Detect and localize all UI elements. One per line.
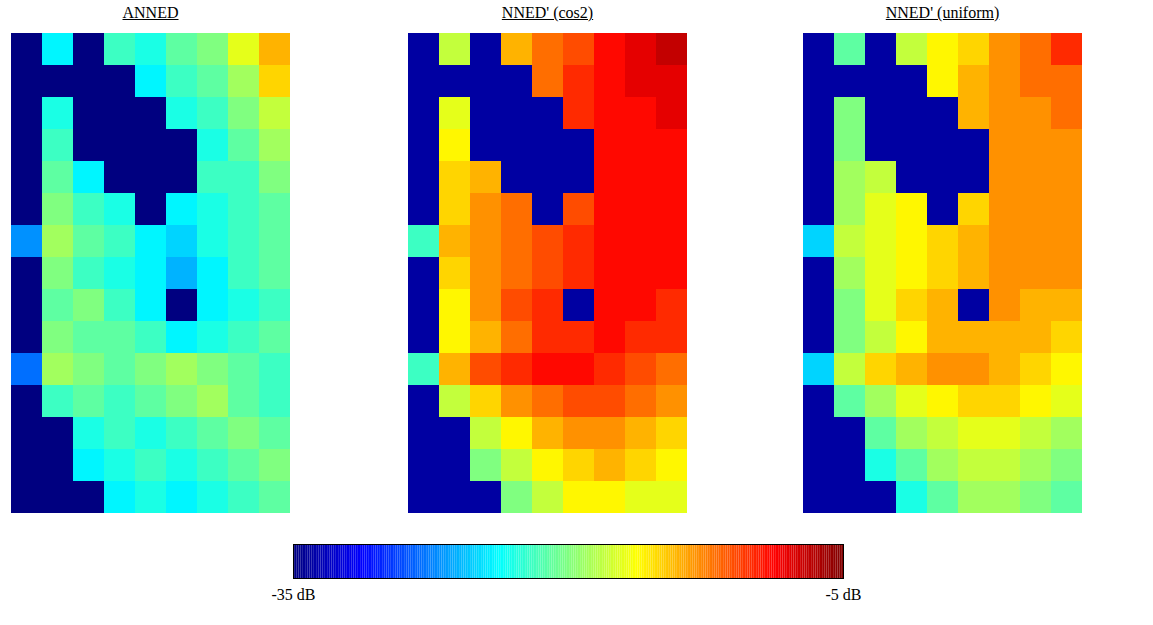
html-text:NNED' (cos2): NNED' (cos2) bbox=[501, 4, 594, 21]
svg-text:-5 dB: -5 dB bbox=[826, 586, 862, 603]
html-text:NNED' (uniform): NNED' (uniform) bbox=[885, 4, 1000, 21]
html-text:ANNED: ANNED bbox=[122, 4, 179, 21]
svg-text:-35 dB: -35 dB bbox=[272, 586, 316, 603]
